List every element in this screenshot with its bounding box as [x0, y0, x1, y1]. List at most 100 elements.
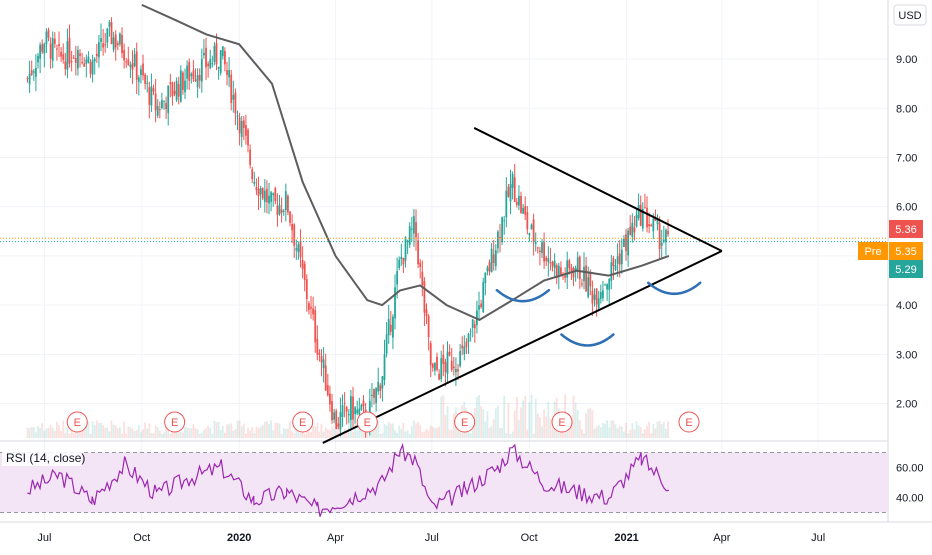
candle-body [614, 265, 617, 270]
volume-bar [350, 430, 352, 438]
candle-body [224, 51, 226, 65]
candle-body [312, 308, 315, 315]
candle-body [190, 73, 193, 77]
volume-bar [39, 427, 42, 438]
volume-bar [358, 420, 361, 438]
volume-bar [434, 428, 436, 438]
volume-bar [408, 433, 411, 438]
volume-bar [51, 427, 54, 438]
earnings-marker [164, 411, 186, 433]
volume-bar [114, 425, 117, 438]
candle-body [161, 100, 163, 108]
candle-body [578, 256, 581, 280]
candle-body [60, 51, 63, 57]
volume-bar [446, 406, 449, 438]
volume-bar [255, 426, 258, 438]
price-badge [889, 242, 923, 260]
candle-body [507, 186, 510, 197]
candle-body [135, 51, 138, 80]
candle-body [532, 219, 535, 242]
candle-body [520, 195, 522, 213]
candle-body [383, 354, 386, 380]
volume-bar [494, 408, 497, 438]
candle-body [169, 82, 172, 84]
candle-body [270, 192, 273, 202]
volume-bar [194, 428, 197, 438]
volume-bar [492, 419, 495, 438]
candle-body [72, 57, 75, 59]
candle-body [526, 212, 529, 230]
volume-bar [614, 424, 617, 438]
candle-body [74, 58, 77, 63]
candle-body [329, 393, 331, 405]
volume-bar [203, 429, 205, 438]
volume-bar [154, 425, 157, 438]
volume-bar [177, 426, 180, 438]
volume-bar [64, 432, 67, 438]
candle-body [608, 279, 611, 290]
volume-bar [585, 412, 588, 438]
volume-bar [591, 410, 594, 438]
candle-body [415, 222, 417, 238]
candle-body [438, 373, 441, 380]
candle-body [320, 356, 323, 363]
currency-label: USD [898, 10, 921, 22]
volume-bar [89, 433, 92, 438]
volume-bar [182, 432, 184, 438]
candle-body [656, 220, 659, 225]
volume-bar [650, 432, 653, 438]
rsi-panel: RSI (14, close) 60.00 40.00 [0, 442, 924, 517]
volume-bar [637, 425, 640, 438]
volume-bar [85, 423, 88, 438]
candle-body [81, 62, 84, 64]
volume-bar [253, 433, 256, 438]
volume-bar [574, 402, 577, 438]
volume-bar [478, 394, 480, 438]
candle-body [518, 195, 520, 206]
candle-body [108, 22, 111, 27]
volume-bar [354, 422, 357, 438]
volume-bar [667, 421, 669, 438]
candle-body [444, 362, 447, 372]
rsi-title: RSI (14, close) [6, 451, 85, 465]
candle-body [602, 290, 604, 299]
candle-body [245, 124, 247, 136]
volume-bar [188, 427, 191, 438]
candle-body [408, 226, 411, 245]
price-badges: 5.36 Pre 5.35 5.29 [858, 220, 923, 278]
volume-bar [318, 431, 321, 438]
candle-body [585, 265, 588, 292]
volume-bar [450, 429, 453, 438]
volume-bar [66, 427, 69, 438]
volume-bar [152, 433, 155, 438]
volume-bar [81, 428, 84, 438]
candle-body [173, 90, 176, 95]
volume-bar [402, 422, 405, 438]
candle-body [597, 298, 600, 309]
y-axis-tick: 3.00 [896, 349, 917, 361]
candle-body [417, 240, 420, 265]
candle-body [100, 38, 102, 42]
candle-body [110, 21, 113, 45]
candle-body [490, 248, 493, 273]
volume-bar [190, 428, 193, 438]
candle-body [144, 74, 147, 84]
candle-body [549, 262, 552, 264]
volume-bar [329, 430, 331, 438]
candle-body [612, 258, 615, 267]
candle-body [247, 129, 249, 146]
candle-body [221, 46, 224, 57]
volume-bar [608, 427, 611, 438]
volume-bar [100, 422, 102, 438]
candle-body [324, 365, 327, 391]
earnings-label: E [364, 417, 371, 429]
rsi-band [0, 452, 888, 513]
candle-body [473, 324, 476, 329]
earnings-marker [551, 411, 573, 433]
volume-bar [79, 432, 81, 438]
candle-body [467, 333, 470, 343]
volume-bar [30, 427, 33, 438]
candle-body [209, 58, 212, 68]
candle-body [450, 360, 453, 370]
